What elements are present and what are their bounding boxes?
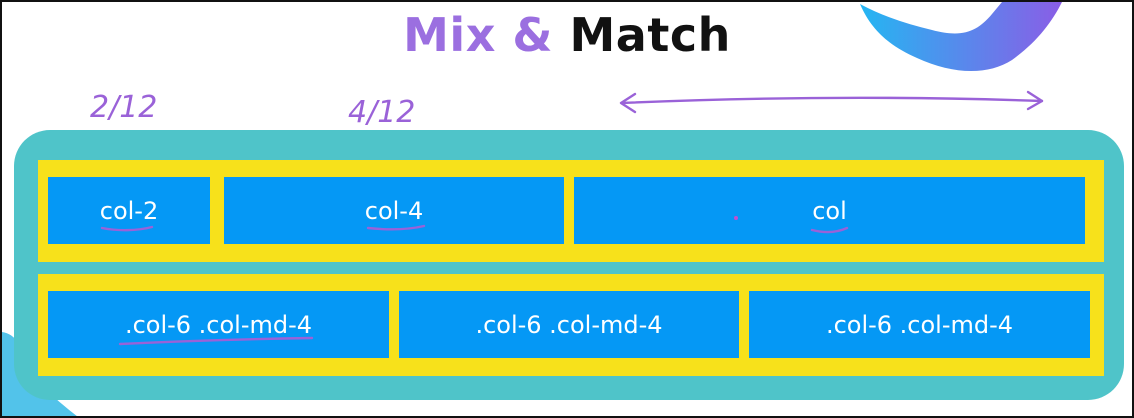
page-title: Mix & Match xyxy=(2,6,1132,64)
grid-col-row1-1: col-2 xyxy=(48,177,210,244)
grid-col-row2-1: .col-6 .col-md-4 xyxy=(48,291,389,358)
grid-row-1: col-2 col-4 col xyxy=(38,160,1104,262)
grid-row-2: .col-6 .col-md-4 .col-6 .col-md-4 .col-6… xyxy=(38,274,1104,376)
swoosh-shape xyxy=(860,2,1062,72)
grid-col-row1-3: col xyxy=(574,177,1085,244)
title-match: Match xyxy=(569,8,731,62)
grid-col-row2-3: .col-6 .col-md-4 xyxy=(749,291,1090,358)
title-mix: Mix & xyxy=(403,8,553,62)
grid-col-row1-2: col-4 xyxy=(224,177,564,244)
grid-container: col-2 col-4 col .col-6 .col-md-4 .col-6 … xyxy=(14,130,1124,400)
grid-col-row2-2: .col-6 .col-md-4 xyxy=(399,291,739,358)
